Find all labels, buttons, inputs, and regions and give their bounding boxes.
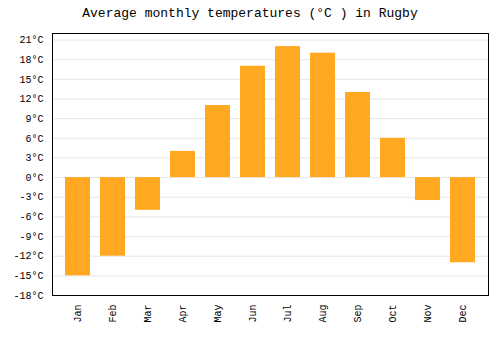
svg-text:Feb: Feb xyxy=(108,305,119,323)
svg-text:-6°C: -6°C xyxy=(19,212,43,223)
svg-text:-9°C: -9°C xyxy=(19,232,43,243)
svg-text:15°C: 15°C xyxy=(19,75,43,86)
html-text:Average monthly temperatures (: Average monthly temperatures (°C ) in Ru… xyxy=(82,6,418,21)
svg-text:21°C: 21°C xyxy=(19,35,43,46)
svg-text:May: May xyxy=(213,305,224,323)
svg-text:6°C: 6°C xyxy=(25,134,43,145)
svg-text:-15°C: -15°C xyxy=(13,271,43,282)
svg-text:Jun: Jun xyxy=(248,305,259,323)
svg-text:-12°C: -12°C xyxy=(13,251,43,262)
svg-text:Sep: Sep xyxy=(353,305,364,323)
svg-text:-3°C: -3°C xyxy=(19,192,43,203)
svg-text:Oct: Oct xyxy=(388,305,399,323)
svg-text:3°C: 3°C xyxy=(25,153,43,164)
svg-text:-18°C: -18°C xyxy=(13,291,43,302)
svg-text:Mar: Mar xyxy=(143,305,154,323)
svg-text:Nov: Nov xyxy=(423,305,434,323)
svg-text:Dec: Dec xyxy=(458,305,469,323)
svg-text:Apr: Apr xyxy=(178,305,189,323)
svg-text:9°C: 9°C xyxy=(25,114,43,125)
svg-text:Jan: Jan xyxy=(73,305,84,323)
svg-text:0°C: 0°C xyxy=(25,173,43,184)
svg-text:Aug: Aug xyxy=(318,305,329,323)
svg-text:18°C: 18°C xyxy=(19,55,43,66)
svg-text:Jul: Jul xyxy=(283,305,294,323)
svg-text:12°C: 12°C xyxy=(19,94,43,105)
